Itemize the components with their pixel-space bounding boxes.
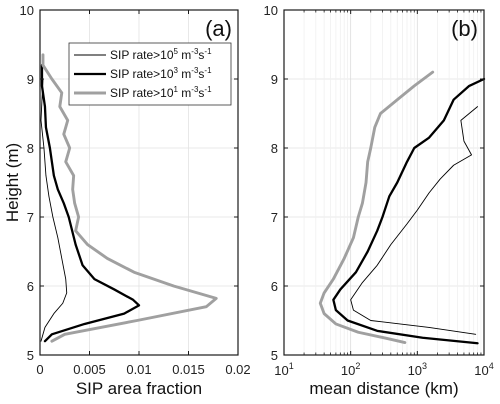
y-tick-label: 5: [27, 348, 34, 363]
y-tick-label: 6: [271, 279, 278, 294]
series-line-thin: [40, 78, 68, 342]
legend-entry: SIP rate>105 m-3s-1: [110, 47, 212, 62]
series-line-thick: [332, 77, 486, 345]
y-tick-label: 8: [271, 141, 278, 156]
x-tick-label-exponent: 1: [289, 361, 294, 371]
legend-label-unit2: s: [198, 48, 204, 62]
legend-label-base: SIP rate>10: [110, 67, 174, 81]
legend-label-unit: m: [178, 86, 191, 100]
x-tick-label-exponent: 3: [422, 361, 427, 371]
y-tick-label: 6: [27, 279, 34, 294]
y-axis-title: Height (m): [3, 143, 22, 222]
legend-label-exponent: 1: [174, 85, 179, 94]
legend-label-unit2-exponent: -1: [204, 85, 212, 94]
legend-label-base: SIP rate>10: [110, 86, 174, 100]
x-tick-label-exponent: 2: [355, 361, 360, 371]
x-tick-label: 104: [474, 361, 493, 378]
legend-entry: SIP rate>101 m-3s-1: [110, 85, 212, 100]
y-tick-label: 7: [27, 210, 34, 225]
y-tick-label: 9: [271, 72, 278, 87]
legend-entry: SIP rate>103 m-3s-1: [110, 66, 212, 81]
y-tick-label: 10: [20, 3, 34, 18]
legend-label-unit2-exponent: -1: [204, 47, 212, 56]
x-tick-label: 0.005: [73, 362, 106, 377]
legend-label-unit-exponent: -3: [191, 85, 199, 94]
x-tick-label-base: 10: [274, 363, 288, 378]
panel-a: 5 6 7 8 9 10 0 0.005 0.01 0.015 0.02 SIP area fract…: [3, 3, 251, 398]
legend-label-unit2: s: [198, 67, 204, 81]
axes-frame: [283, 9, 485, 356]
x-tick-label-base: 10: [474, 363, 488, 378]
plot-area: [284, 10, 484, 355]
series-line-gray: [41, 53, 218, 343]
x-axis-title: mean distance (km): [309, 379, 458, 398]
legend-label-exponent: 5: [174, 47, 179, 56]
x-tick-label: 101: [274, 361, 293, 378]
y-tick-label: 8: [27, 141, 34, 156]
series-line-gray: [318, 70, 435, 345]
legend-label-unit: m: [178, 67, 191, 81]
legend-label-unit: m: [178, 48, 191, 62]
x-tick-label-base: 10: [408, 363, 422, 378]
y-tick-label: 9: [27, 72, 34, 87]
legend-label-exponent: 3: [174, 66, 179, 75]
y-tick-label: 5: [271, 348, 278, 363]
x-tick-label-exponent: 4: [489, 361, 494, 371]
panel-label: (b): [451, 16, 478, 41]
x-tick-label: 103: [408, 361, 427, 378]
legend-label-unit2-exponent: -1: [204, 66, 212, 75]
panel-label: (a): [205, 16, 232, 41]
x-axis-title: SIP area fraction: [76, 379, 202, 398]
x-tick-label-base: 10: [341, 363, 355, 378]
x-tick-label: 102: [341, 361, 360, 378]
x-tick-label: 0.01: [126, 362, 151, 377]
series-line-thick: [40, 64, 141, 343]
y-tick-label: 10: [264, 3, 278, 18]
x-tick-label: 0: [36, 362, 43, 377]
legend-label-base: SIP rate>10: [110, 48, 174, 62]
legend-label-unit-exponent: -3: [191, 66, 199, 75]
legend-label-unit-exponent: -3: [191, 47, 199, 56]
x-tick-label: 0.015: [172, 362, 205, 377]
x-tick-label: 0.02: [225, 362, 250, 377]
series-line-thin: [350, 106, 478, 335]
legend-label-unit2: s: [198, 86, 204, 100]
y-tick-label: 7: [271, 210, 278, 225]
